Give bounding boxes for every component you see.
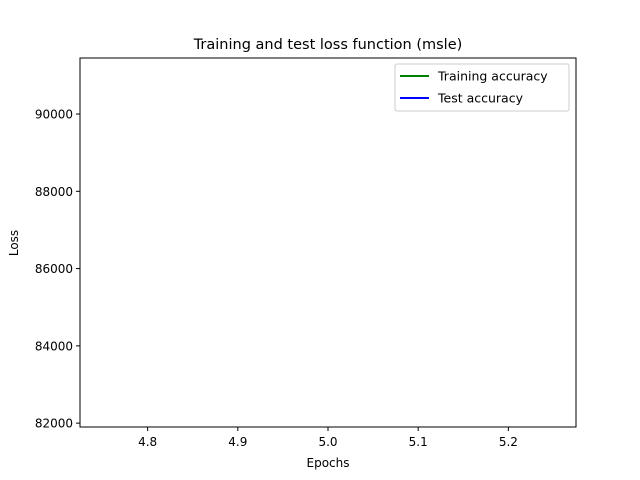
x-tick-label: 5.0 <box>318 435 337 449</box>
x-tick-label: 4.8 <box>138 435 157 449</box>
x-axis: 4.8 4.9 5.0 5.1 5.2 <box>138 427 518 449</box>
plot-area <box>79 57 577 428</box>
y-tick-label: 82000 <box>35 417 73 431</box>
legend-label: Training accuracy <box>437 69 548 84</box>
y-axis-label: Loss <box>7 230 21 256</box>
x-axis-label: Epochs <box>307 456 350 470</box>
y-tick-label: 88000 <box>35 185 73 199</box>
x-tick-label: 5.2 <box>499 435 518 449</box>
y-axis: 82000 84000 86000 88000 90000 <box>35 108 80 431</box>
x-tick-label: 4.9 <box>228 435 247 449</box>
y-tick-label: 86000 <box>35 262 73 276</box>
plot-frame <box>79 57 577 428</box>
chart-title: Training and test loss function (msle) <box>193 37 463 53</box>
legend-box <box>394 63 570 112</box>
legend: Training accuracy Test accuracy <box>394 63 570 112</box>
y-tick-label: 84000 <box>35 339 73 353</box>
y-tick-label: 90000 <box>35 108 73 122</box>
x-tick-label: 5.1 <box>409 435 428 449</box>
legend-label: Test accuracy <box>437 91 524 106</box>
